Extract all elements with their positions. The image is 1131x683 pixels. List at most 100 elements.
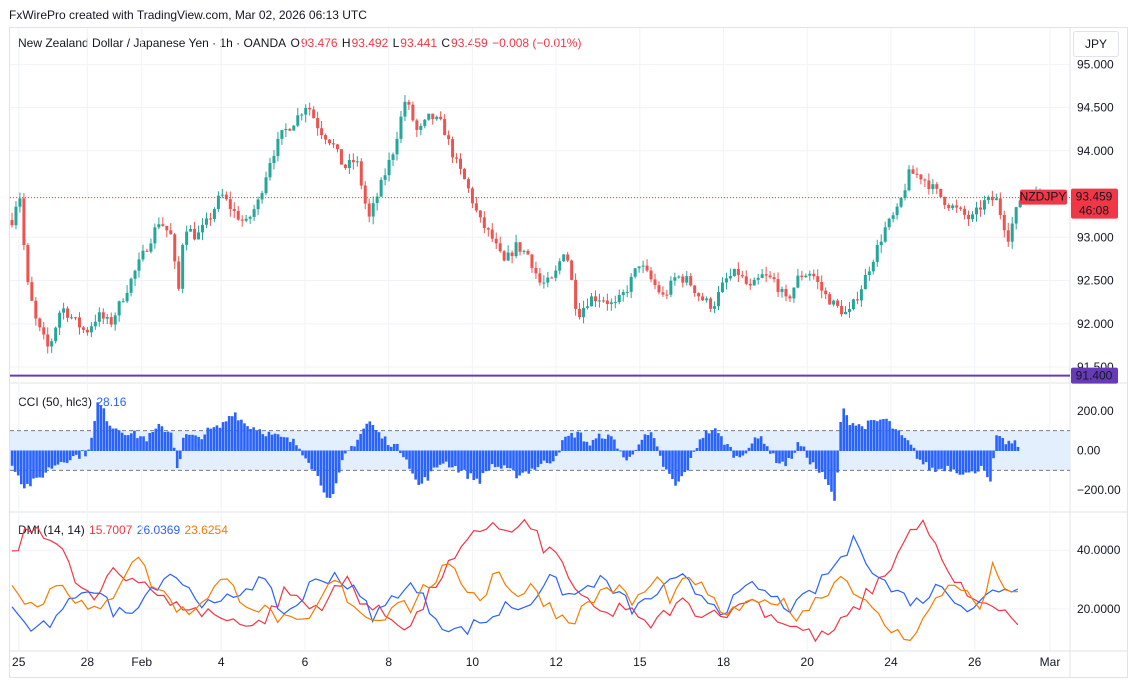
cci-legend[interactable]: CCI (50, hlc3) 28.16	[18, 395, 127, 409]
cci-bar	[475, 450, 479, 479]
symbol-legend[interactable]: New Zealand Dollar / Japanese Yen · 1h ·…	[18, 36, 582, 50]
cci-bar	[793, 450, 797, 453]
cci-bar	[976, 450, 980, 472]
candle-body	[883, 227, 887, 242]
cci-bar	[879, 419, 882, 451]
cci-bar	[457, 450, 460, 473]
cci-bar	[720, 436, 723, 451]
candle-body	[101, 312, 105, 319]
cci-tick-label: 0.00	[1077, 443, 1101, 457]
candle-body	[189, 228, 193, 232]
candle-body	[431, 113, 435, 120]
high-label: H	[341, 36, 351, 50]
candle-body	[510, 252, 514, 257]
price-tick-label: 95.000	[1077, 57, 1114, 71]
cci-bar	[961, 450, 965, 475]
candle-body	[165, 225, 169, 231]
time-tick-label: 26	[968, 655, 982, 669]
cci-bar	[148, 433, 151, 451]
candle-body	[736, 268, 740, 276]
cci-bar	[536, 450, 540, 468]
cci-bar	[613, 439, 616, 451]
cci-bar	[726, 444, 729, 451]
cci-bar	[203, 434, 207, 451]
price-tag-value: 93.459	[1076, 190, 1113, 204]
cci-bar	[784, 450, 787, 467]
cci-bar	[655, 446, 659, 451]
cci-bar	[918, 450, 922, 460]
candle-body	[947, 205, 951, 209]
cci-bar	[93, 421, 96, 451]
candle-body	[367, 203, 371, 217]
cci-bar	[490, 450, 494, 465]
candle-body	[18, 198, 22, 207]
cci-bar	[267, 431, 271, 451]
cci-bar	[438, 450, 442, 465]
candle-body	[343, 164, 347, 169]
close-value: 93.459	[451, 36, 488, 50]
candle-body	[228, 199, 232, 210]
candle-body	[689, 276, 693, 286]
candle-body	[748, 283, 752, 286]
cci-bar	[19, 450, 23, 485]
candle-body	[705, 298, 709, 301]
candle-body	[113, 315, 117, 325]
cci-bar	[674, 450, 677, 486]
cci-bar	[606, 434, 610, 451]
cci-bar	[830, 450, 833, 492]
time-tick-label: 8	[385, 655, 392, 669]
high-value: 93.492	[351, 36, 389, 50]
candle-body	[276, 138, 280, 156]
cci-bar	[41, 450, 44, 478]
cci-bar	[588, 445, 592, 451]
cci-bar	[371, 424, 375, 451]
candle-body	[371, 203, 375, 217]
cci-bar	[466, 450, 469, 479]
currency-button[interactable]: JPY	[1073, 31, 1119, 57]
price-tick-label: 92.500	[1077, 274, 1114, 288]
candle-body	[887, 218, 891, 228]
cci-bar	[1010, 443, 1014, 451]
symbol-description[interactable]: New Zealand Dollar / Japanese Yen · 1h ·…	[18, 36, 287, 50]
cci-bar	[56, 450, 60, 465]
candle-body	[943, 196, 947, 206]
candle-body	[42, 327, 46, 335]
cci-bar	[289, 441, 292, 451]
candle-body	[808, 273, 812, 276]
cci-bar	[359, 433, 362, 451]
cci-bar	[408, 450, 411, 469]
candle-body	[538, 273, 542, 283]
dmi-legend[interactable]: DMI (14, 14) 15.7007 26.0369 23.6254	[18, 523, 229, 537]
candle-body	[244, 218, 248, 221]
candle-body	[915, 173, 919, 175]
cci-bar	[307, 450, 310, 463]
candle-body	[713, 306, 717, 309]
candle-body	[720, 282, 724, 293]
cci-bar	[756, 438, 760, 451]
cci-bar	[295, 445, 298, 451]
cci-bar	[527, 450, 531, 474]
candle-body	[816, 276, 820, 282]
candle-body	[498, 243, 502, 252]
candle-body	[574, 279, 578, 309]
cci-bar	[38, 450, 41, 478]
dmi-series-line-0	[11, 518, 1019, 643]
cci-bar	[744, 450, 748, 454]
cci-bar	[423, 450, 427, 478]
cci-bar	[845, 415, 849, 451]
cci-bar	[738, 450, 742, 458]
cci-bar	[665, 450, 668, 470]
cci-bar	[750, 443, 754, 451]
candle-body	[518, 242, 522, 252]
candle-body	[451, 139, 455, 158]
cci-bar	[759, 436, 763, 451]
cci-bar	[172, 447, 176, 451]
cci-bar	[350, 445, 353, 451]
cci-bar	[741, 450, 745, 456]
candle-body	[617, 294, 621, 303]
candle-body	[903, 190, 907, 198]
candle-body	[105, 317, 109, 319]
candle-body	[355, 161, 359, 163]
candle-body	[935, 184, 939, 189]
